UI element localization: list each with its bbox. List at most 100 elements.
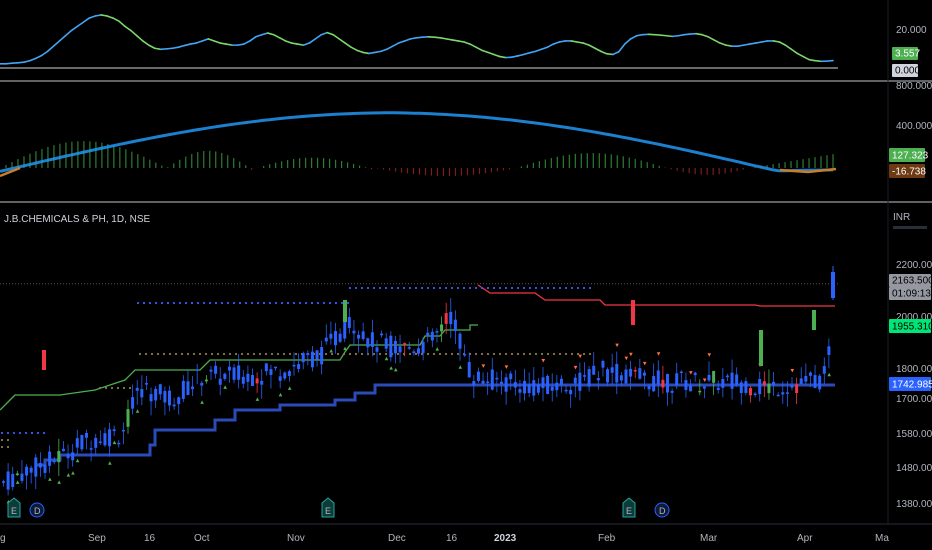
candle-body bbox=[776, 394, 780, 397]
candle-body bbox=[753, 393, 757, 396]
candle-body bbox=[384, 338, 388, 349]
support-dot bbox=[240, 352, 244, 356]
oscillator-segment bbox=[493, 53, 501, 58]
candle-body bbox=[730, 372, 734, 389]
support-dot bbox=[438, 352, 442, 356]
oscillator-segment bbox=[374, 50, 382, 54]
buy-signal-marker bbox=[329, 349, 333, 353]
oscillator-segment bbox=[516, 53, 525, 57]
candle-body bbox=[472, 380, 476, 386]
resistance-dot bbox=[280, 301, 284, 305]
candle-body bbox=[48, 451, 52, 466]
oscillator-segment bbox=[165, 47, 174, 50]
candle-body bbox=[481, 380, 485, 384]
macd-signal-badge: -16.738 bbox=[889, 164, 926, 178]
support-dot bbox=[510, 352, 514, 356]
support-dot bbox=[552, 352, 556, 356]
support-dot bbox=[444, 352, 448, 356]
candle-body bbox=[357, 334, 361, 339]
event-marker-label: E bbox=[626, 506, 632, 516]
oscillator-segment bbox=[742, 43, 751, 46]
trailing-support-badge-bg bbox=[889, 319, 931, 333]
candle-body bbox=[744, 381, 748, 393]
long-stop-badge: 1742.985 bbox=[889, 377, 932, 391]
oscillator-segment bbox=[772, 40, 781, 43]
candle-body bbox=[693, 372, 697, 376]
candle-body bbox=[301, 353, 305, 363]
candle-body bbox=[831, 272, 835, 298]
oscillator-segment bbox=[736, 44, 745, 47]
oscillator-segment bbox=[332, 33, 340, 40]
support-dot bbox=[116, 386, 120, 390]
oscillator-segment bbox=[796, 52, 805, 58]
oscillator-segment bbox=[760, 40, 769, 43]
candle-body bbox=[144, 383, 148, 385]
resistance-dot bbox=[268, 301, 272, 305]
candle-body bbox=[790, 385, 794, 388]
candle-body bbox=[329, 333, 333, 339]
resistance-dot bbox=[36, 431, 40, 435]
zero-value-badge-bg bbox=[892, 64, 918, 77]
candle-body bbox=[596, 378, 600, 381]
earnings-marker[interactable]: E bbox=[321, 497, 335, 518]
candle-body bbox=[504, 377, 508, 392]
buy-signal-marker bbox=[75, 458, 80, 463]
oscillator-segment bbox=[64, 29, 73, 37]
candle-body bbox=[799, 378, 803, 384]
oscillator-segment bbox=[82, 17, 91, 24]
buy-signal-marker bbox=[827, 372, 831, 377]
x-axis-label: Mar bbox=[700, 533, 718, 544]
dividend-marker[interactable]: D bbox=[654, 502, 670, 518]
candle-body bbox=[633, 370, 637, 372]
candle-body bbox=[440, 324, 444, 332]
candle-body bbox=[532, 380, 536, 396]
oscillator-segment bbox=[362, 51, 370, 55]
earnings-marker[interactable]: E bbox=[7, 497, 21, 518]
oscillator-segment bbox=[118, 20, 126, 28]
support-dot bbox=[228, 352, 232, 356]
oscillator-segment bbox=[88, 15, 96, 19]
buy-signal-marker bbox=[48, 477, 52, 481]
oscillator-segment bbox=[356, 49, 364, 54]
candle-body bbox=[619, 375, 623, 381]
support-dot bbox=[264, 352, 268, 356]
candle-body bbox=[712, 371, 716, 383]
candle-body bbox=[398, 346, 402, 353]
earnings-marker[interactable]: E bbox=[622, 497, 636, 518]
candle-body bbox=[117, 442, 121, 445]
x-axis-label: Oct bbox=[194, 533, 210, 544]
oscillator-segment bbox=[201, 38, 210, 42]
resistance-dot bbox=[444, 286, 448, 290]
oscillator-segment bbox=[677, 33, 686, 37]
support-dot bbox=[180, 352, 184, 356]
oscillator-segment bbox=[487, 51, 495, 56]
candle-body bbox=[20, 473, 24, 481]
candle-body bbox=[759, 330, 763, 366]
sell-signal-marker bbox=[707, 353, 712, 357]
candle-body bbox=[89, 448, 93, 450]
oscillator-segment bbox=[582, 42, 590, 46]
x-axis-label: 2023 bbox=[494, 533, 517, 544]
oscillator-segment bbox=[100, 14, 108, 17]
oscillator-segment bbox=[70, 25, 79, 32]
candle-body bbox=[772, 381, 776, 386]
candle-body bbox=[679, 371, 683, 374]
symbol-title: J.B.CHEMICALS & PH, 1D, NSE bbox=[4, 214, 151, 225]
candle-body bbox=[334, 331, 337, 346]
candle-body bbox=[121, 429, 125, 432]
resistance-dot bbox=[208, 301, 212, 305]
candle-body bbox=[702, 386, 706, 389]
dividend-marker[interactable]: D bbox=[29, 502, 45, 518]
oscillator-segment bbox=[588, 44, 596, 50]
candle-body bbox=[569, 389, 573, 395]
candle-body bbox=[209, 369, 213, 372]
candle-body bbox=[241, 376, 245, 384]
resistance-dot bbox=[576, 286, 580, 290]
resistance-dot bbox=[346, 301, 350, 305]
oscillator-segment bbox=[790, 48, 799, 55]
oscillator-segment bbox=[124, 25, 132, 32]
candle-body bbox=[163, 390, 167, 403]
candle-body bbox=[564, 389, 568, 392]
support-dot bbox=[480, 352, 484, 356]
